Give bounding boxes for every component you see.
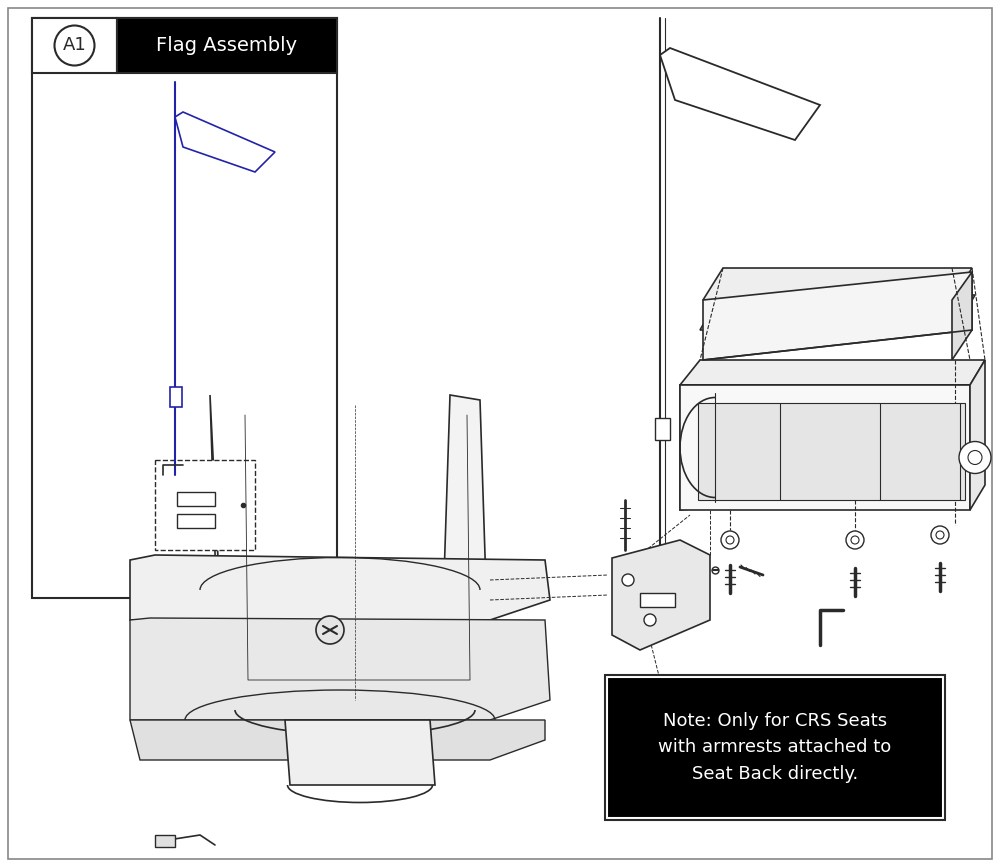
Polygon shape [210, 395, 490, 710]
Polygon shape [660, 18, 820, 140]
Bar [155, 835, 175, 847]
Polygon shape [130, 720, 545, 760]
Bar [605, 675, 945, 820]
Circle shape [846, 531, 864, 549]
Text: Note: Only for CRS Seats
with armrests attached to
Seat Back directly.: Note: Only for CRS Seats with armrests a… [658, 712, 892, 783]
Polygon shape [285, 720, 435, 785]
Circle shape [726, 536, 734, 544]
Circle shape [851, 536, 859, 544]
Circle shape [721, 531, 739, 549]
Text: A1: A1 [63, 36, 86, 55]
Circle shape [968, 451, 982, 465]
Polygon shape [952, 272, 972, 360]
Polygon shape [130, 555, 550, 620]
Polygon shape [703, 268, 972, 300]
Polygon shape [700, 295, 975, 330]
Bar [117, 18, 337, 73]
Bar [32, 18, 337, 598]
Circle shape [931, 526, 949, 544]
Circle shape [622, 574, 634, 586]
Bar [170, 387, 182, 407]
Polygon shape [612, 540, 710, 650]
Polygon shape [175, 82, 275, 172]
Bar [607, 677, 943, 818]
Text: Flag Assembly: Flag Assembly [156, 36, 298, 55]
Bar [32, 18, 117, 73]
Circle shape [644, 614, 656, 626]
Circle shape [316, 616, 344, 644]
Circle shape [54, 25, 94, 66]
Polygon shape [130, 618, 550, 720]
Bar [640, 593, 675, 607]
Polygon shape [703, 272, 972, 360]
Circle shape [936, 531, 944, 539]
Bar [655, 418, 670, 440]
Polygon shape [680, 360, 985, 385]
Polygon shape [680, 385, 970, 510]
Polygon shape [970, 360, 985, 510]
Bar [177, 514, 215, 528]
Polygon shape [698, 403, 965, 500]
Bar [117, 18, 337, 73]
Polygon shape [680, 385, 970, 510]
Circle shape [959, 441, 991, 473]
Bar [155, 460, 255, 550]
Bar [177, 492, 215, 506]
